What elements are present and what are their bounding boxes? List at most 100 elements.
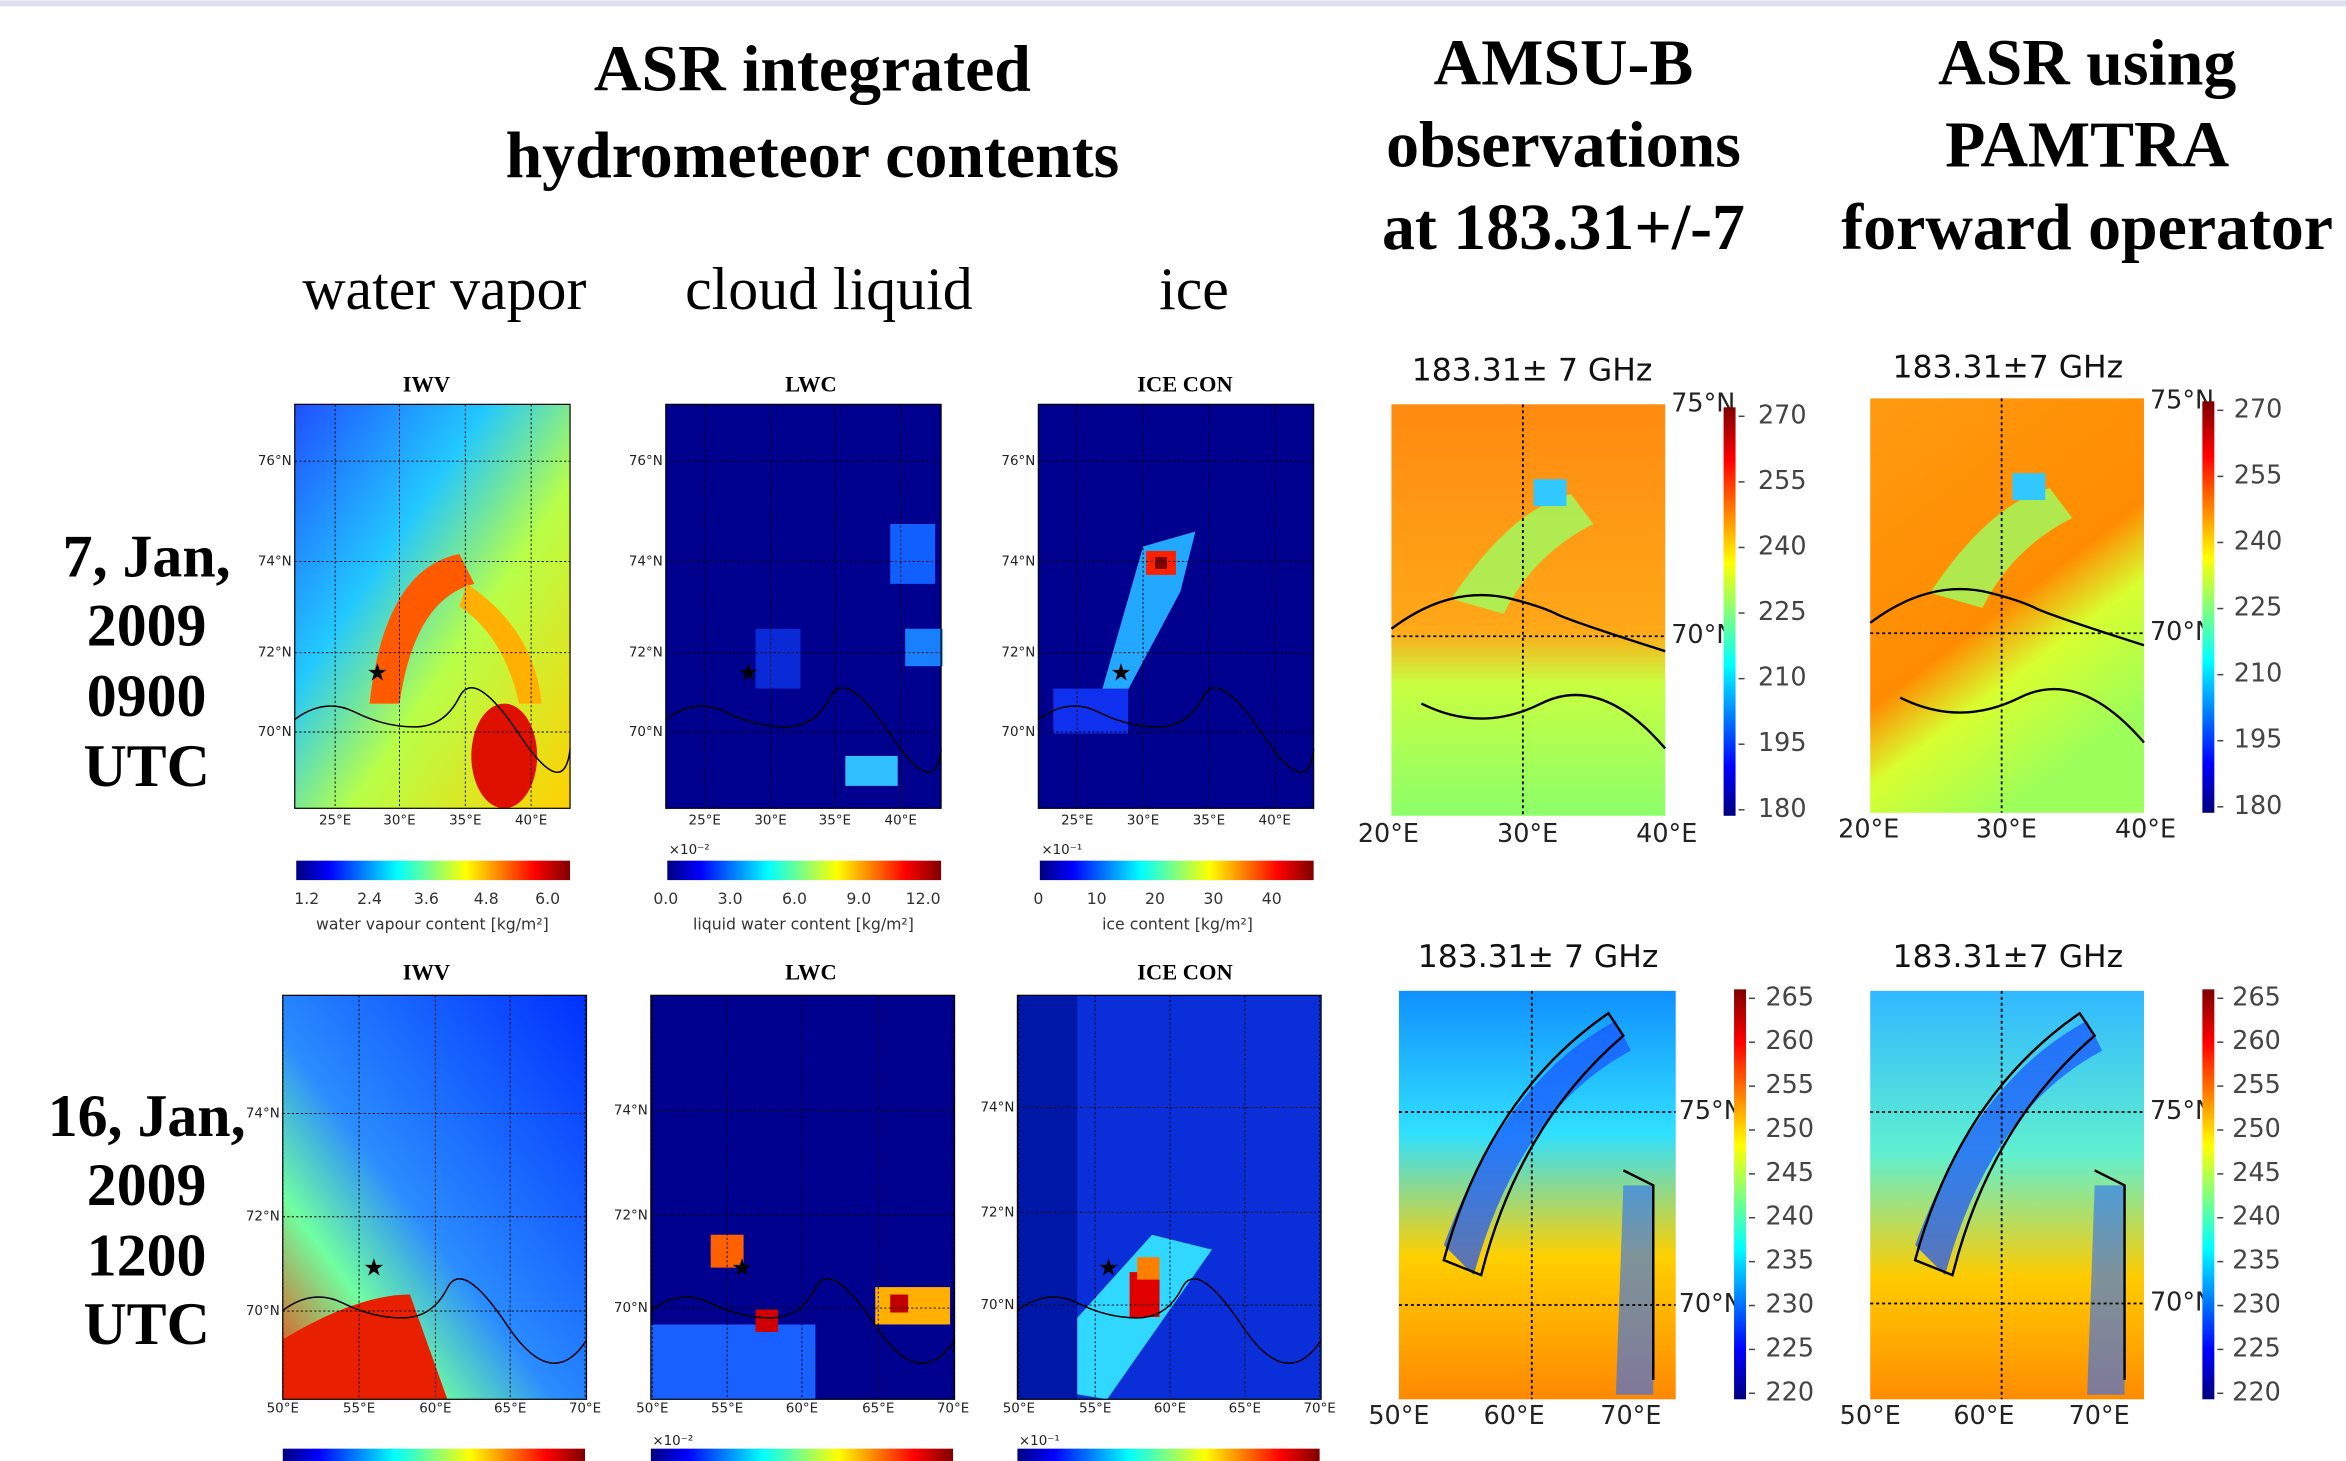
lon-label: 55°E <box>1079 1401 1111 1416</box>
lon-label: 65°E <box>862 1401 894 1416</box>
colorbar-tick: 260 <box>1765 1025 1814 1055</box>
row-label: 1200 <box>87 1222 207 1288</box>
lon-label: 25°E <box>689 813 721 828</box>
colorbar <box>296 861 570 880</box>
lon-label: 40°E <box>1259 813 1291 828</box>
lon-label: 65°E <box>494 1401 526 1416</box>
colorbar-tick: 225 <box>2232 1332 2281 1362</box>
colorbar-tick: 210 <box>1758 662 1807 692</box>
colorbar-multiplier: ×10⁻¹ <box>1019 1434 1060 1449</box>
colorbar-tick: 225 <box>2234 592 2283 622</box>
lon-label: 40°E <box>515 813 547 828</box>
panel-title: IWV <box>403 372 450 397</box>
colorbar-label: water vapour content [kg/m²] <box>316 915 549 934</box>
lon-label: 50°E <box>1840 1400 1901 1430</box>
colorbar-tick: 195 <box>1758 727 1807 757</box>
column-label: water vapor <box>302 256 586 322</box>
header-title: AMSU-B <box>1434 26 1694 99</box>
map-feature <box>2012 473 2045 500</box>
lon-label: 70°E <box>569 1401 601 1416</box>
lat-label: 74°N <box>258 554 292 569</box>
lat-label: 70°N <box>1679 1288 1743 1318</box>
lon-label: 65°E <box>1229 1401 1261 1416</box>
colorbar <box>2202 989 2214 1399</box>
header-title: ASR using <box>1938 26 2236 99</box>
colorbar <box>1017 1449 1319 1461</box>
top-bar <box>0 0 2346 6</box>
colorbar-tick: 1.2 <box>294 889 319 908</box>
lon-label: 55°E <box>711 1401 743 1416</box>
lat-label: 70°N <box>1001 725 1035 740</box>
row-label: UTC <box>83 1291 209 1357</box>
lon-label: 50°E <box>636 1401 668 1416</box>
lon-label: 70°E <box>2069 1400 2130 1430</box>
lon-label: 35°E <box>449 813 481 828</box>
lon-label: 30°E <box>1497 818 1558 848</box>
map-patch <box>756 629 801 689</box>
colorbar-tick: 225 <box>1765 1332 1814 1362</box>
map-patch <box>756 1310 778 1332</box>
lat-label: 70°N <box>258 725 292 740</box>
lon-label: 35°E <box>819 813 851 828</box>
map-patch <box>1017 995 1077 1399</box>
lon-label: 50°E <box>267 1401 299 1416</box>
slide: ASR integratedhydrometeor contentsAMSU-B… <box>0 0 2346 1461</box>
colorbar-tick: 240 <box>1765 1201 1814 1231</box>
star: ★ <box>1110 660 1131 686</box>
colorbar-tick: 270 <box>2234 393 2283 423</box>
lat-label: 76°N <box>629 454 663 469</box>
lat-label: 75°N <box>1679 1095 1743 1125</box>
star: ★ <box>1098 1256 1119 1282</box>
lat-label: 72°N <box>246 1210 280 1225</box>
lon-label: 60°E <box>1953 1400 2014 1430</box>
lon-label: 70°E <box>937 1401 969 1416</box>
colorbar-label: liquid water content [kg/m²] <box>693 915 914 934</box>
lon-label: 40°E <box>1636 818 1697 848</box>
map <box>1391 404 1665 815</box>
colorbar-tick: 255 <box>1765 1069 1814 1099</box>
colorbar-tick: 210 <box>2234 658 2283 688</box>
colorbar-tick: 0 <box>1033 889 1043 908</box>
colorbar <box>651 1449 953 1461</box>
colorbar <box>1040 861 1314 880</box>
lon-label: 40°E <box>885 813 917 828</box>
header-title: observations <box>1386 109 1741 182</box>
lat-label: 76°N <box>258 454 292 469</box>
colorbar-tick: 255 <box>1758 465 1807 495</box>
colorbar-tick: 2.4 <box>357 889 382 908</box>
map-patch <box>1155 557 1167 569</box>
map-patch <box>1053 689 1128 734</box>
map-patch <box>890 1295 908 1313</box>
colorbar-tick: 230 <box>2232 1289 2281 1319</box>
colorbar-tick: 260 <box>2232 1025 2281 1055</box>
colorbar-tick: 240 <box>2232 1201 2281 1231</box>
colorbar-tick: 255 <box>2232 1069 2281 1099</box>
colorbar-tick: 3.6 <box>414 889 439 908</box>
lat-label: 70°N <box>614 1301 648 1316</box>
lon-label: 60°E <box>1484 1400 1545 1430</box>
panel-title: 183.31±7 GHz <box>1893 349 2124 385</box>
lon-label: 30°E <box>1127 813 1159 828</box>
lon-label: 50°E <box>1368 1400 1429 1430</box>
colorbar-tick: 265 <box>1765 981 1814 1011</box>
colorbar-tick: 250 <box>1765 1113 1814 1143</box>
lon-label: 25°E <box>319 813 351 828</box>
header-title: PAMTRA <box>1945 109 2229 182</box>
star: ★ <box>738 660 759 686</box>
lat-label: 74°N <box>1001 554 1035 569</box>
row-label: 2009 <box>87 592 207 658</box>
colorbar-tick: 240 <box>1758 530 1807 560</box>
colorbar-tick: 12.0 <box>906 889 941 908</box>
colorbar-tick: 225 <box>1758 596 1807 626</box>
colorbar-tick: 30 <box>1203 889 1223 908</box>
colorbar-tick: 235 <box>2232 1245 2281 1275</box>
colorbar-tick: 220 <box>1765 1376 1814 1406</box>
colorbar-tick: 250 <box>2232 1113 2281 1143</box>
map <box>1870 398 2144 812</box>
map-patch <box>651 1324 816 1399</box>
colorbar-multiplier: ×10⁻² <box>669 843 710 858</box>
lon-label: 30°E <box>1976 814 2037 844</box>
star: ★ <box>363 1256 384 1282</box>
panel-title: ICE CON <box>1137 960 1232 985</box>
lat-label: 76°N <box>1001 454 1035 469</box>
